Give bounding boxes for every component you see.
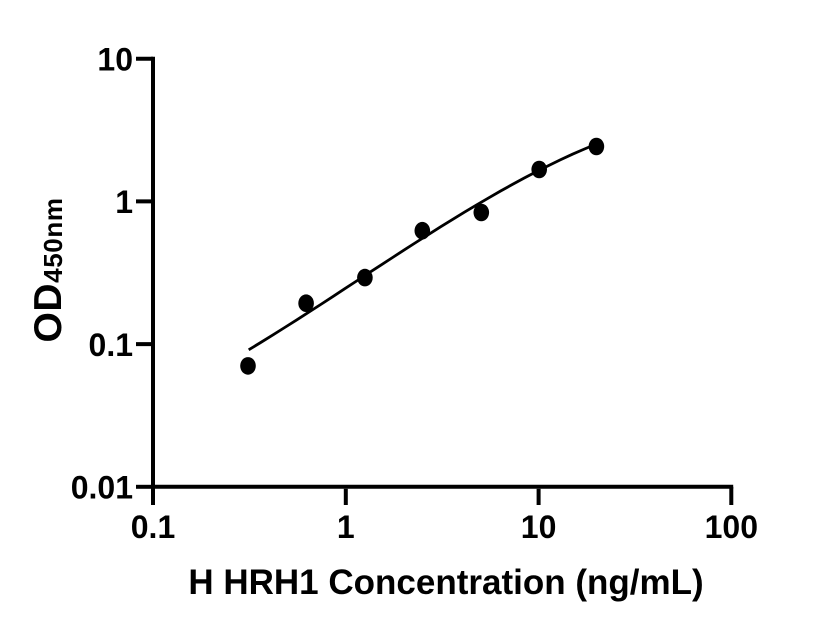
svg-text:1: 1 (337, 509, 355, 545)
svg-text:100: 100 (705, 509, 758, 545)
svg-text:10: 10 (97, 41, 133, 77)
svg-text:0.01: 0.01 (71, 470, 133, 506)
svg-text:1: 1 (115, 184, 133, 220)
svg-text:10: 10 (521, 509, 557, 545)
svg-text:0.1: 0.1 (89, 327, 133, 363)
svg-text:0.1: 0.1 (131, 509, 175, 545)
svg-text:H HRH1 Concentration (ng/mL): H HRH1 Concentration (ng/mL) (188, 563, 703, 602)
